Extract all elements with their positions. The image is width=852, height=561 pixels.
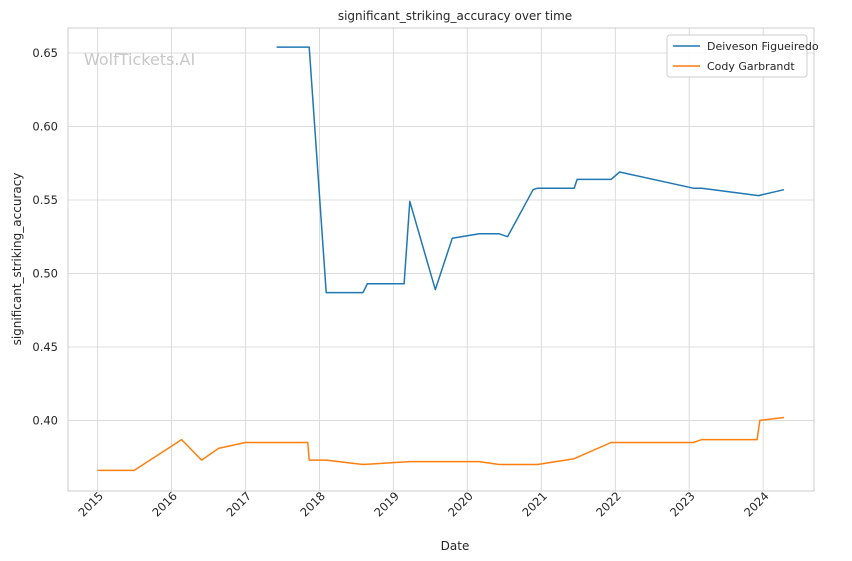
chart-title: significant_striking_accuracy over time (338, 9, 572, 23)
series-line-deiveson-figueiredo (276, 46, 785, 294)
legend-box (666, 34, 808, 78)
legend-label-deiveson-figueiredo: Deiveson Figueiredo (707, 40, 819, 53)
series-line-cody-garbrandt (97, 416, 785, 472)
y-tick-label-0-60: 0.60 (32, 119, 58, 133)
watermark: WolfTickets.AI (84, 50, 195, 69)
legend: Deiveson Figueiredo Cody Garbrandt (666, 34, 819, 78)
y-tick-label-0-65: 0.65 (32, 46, 58, 60)
y-axis-title: significant_striking_accuracy (10, 173, 24, 346)
y-tick-label-0-40: 0.40 (32, 413, 58, 427)
legend-label-cody-garbrandt: Cody Garbrandt (707, 60, 795, 73)
y-tick-label-0-50: 0.50 (32, 266, 58, 280)
y-axis-ticks: 0.40 0.45 0.50 0.55 0.60 0.65 (32, 46, 58, 427)
y-tick-label-0-55: 0.55 (32, 193, 58, 207)
x-axis-title: Date (441, 539, 470, 553)
series-layer (97, 46, 785, 472)
y-tick-label-0-45: 0.45 (32, 340, 58, 354)
plot-frame (67, 27, 815, 492)
